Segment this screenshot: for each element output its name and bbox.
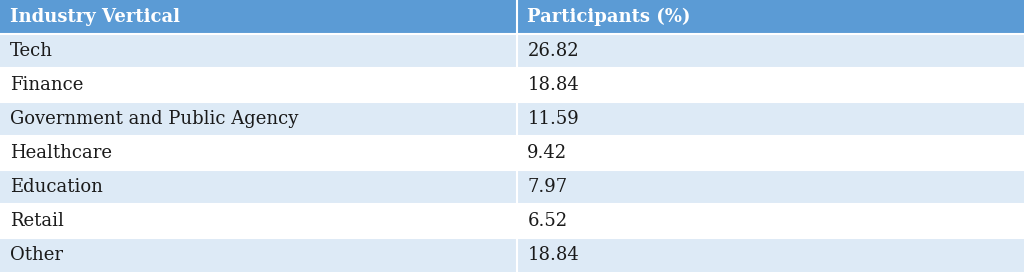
Bar <box>0 102 1024 136</box>
Text: Other: Other <box>10 246 63 264</box>
Text: Healthcare: Healthcare <box>10 144 113 162</box>
Bar <box>0 170 1024 204</box>
Text: Tech: Tech <box>10 42 53 60</box>
Text: Participants (%): Participants (%) <box>527 8 691 26</box>
Text: Education: Education <box>10 178 103 196</box>
Text: Government and Public Agency: Government and Public Agency <box>10 110 299 128</box>
Bar <box>0 68 1024 102</box>
Text: 7.97: 7.97 <box>527 178 567 196</box>
Text: 18.84: 18.84 <box>527 246 580 264</box>
Bar <box>0 0 1024 34</box>
Bar <box>0 238 1024 272</box>
Text: Finance: Finance <box>10 76 84 94</box>
Text: Industry Vertical: Industry Vertical <box>10 8 180 26</box>
Text: 18.84: 18.84 <box>527 76 580 94</box>
Bar <box>0 204 1024 238</box>
Text: Retail: Retail <box>10 212 65 230</box>
Text: 11.59: 11.59 <box>527 110 580 128</box>
Text: 9.42: 9.42 <box>527 144 567 162</box>
Text: 26.82: 26.82 <box>527 42 579 60</box>
Bar <box>0 136 1024 170</box>
Bar <box>0 34 1024 68</box>
Text: 6.52: 6.52 <box>527 212 567 230</box>
